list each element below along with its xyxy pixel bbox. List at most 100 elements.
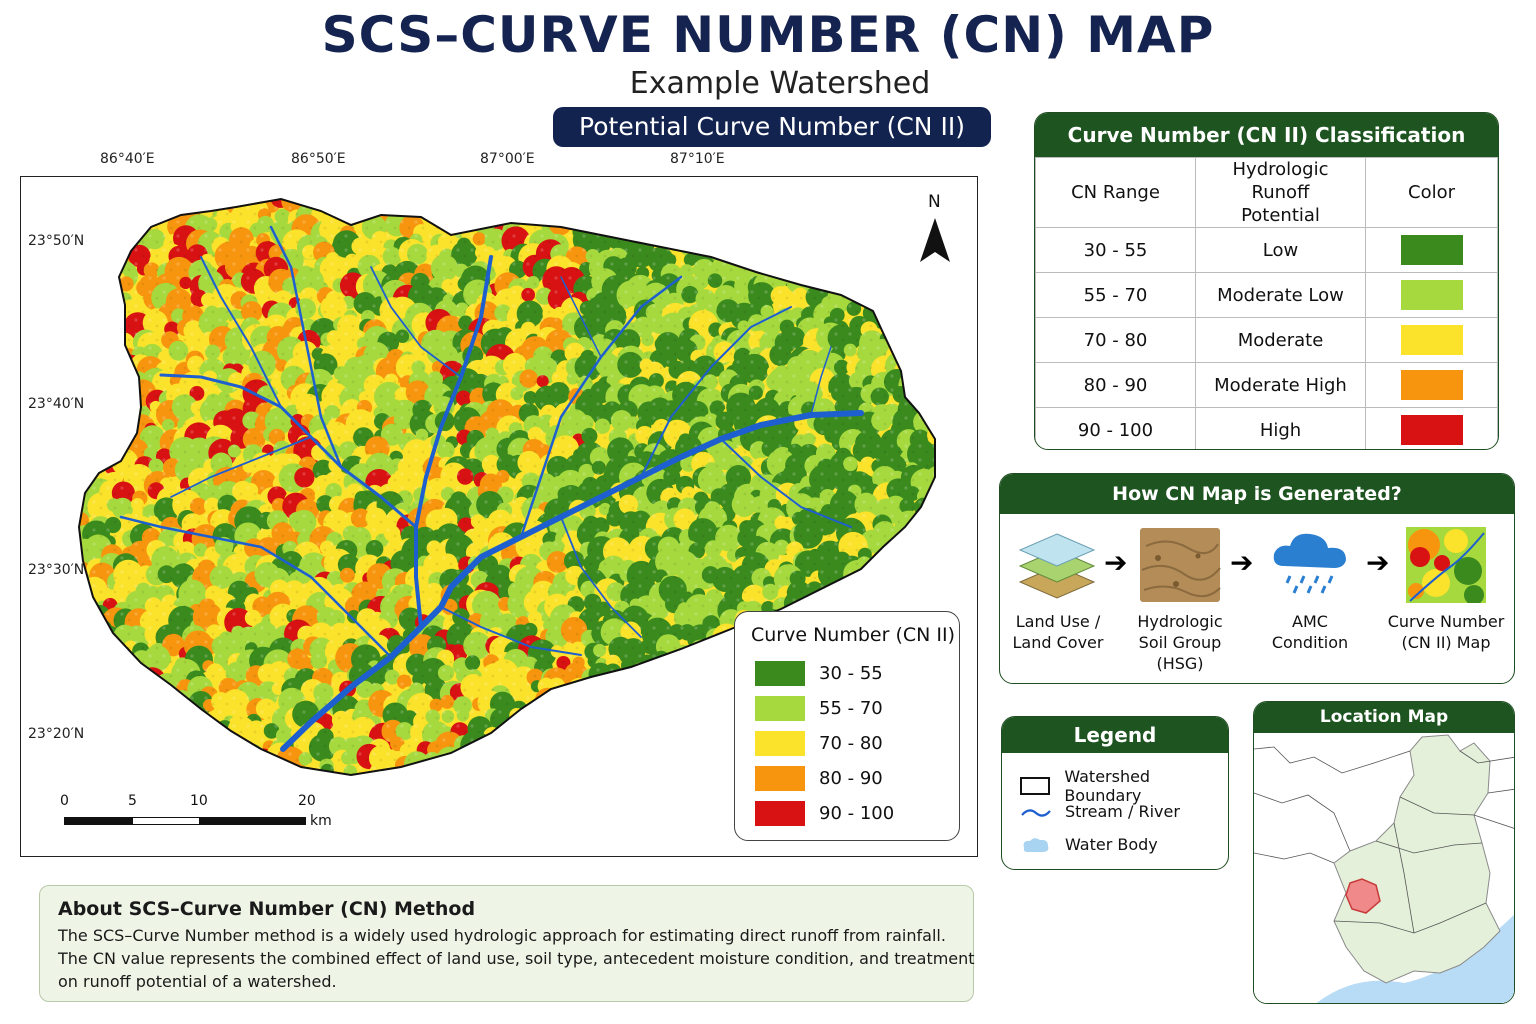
cn-patch: [294, 177, 319, 197]
boundary-symbol-icon: [1020, 777, 1051, 795]
cn-patch: [100, 742, 129, 771]
cn-patch: [79, 616, 101, 647]
cn-patch: [669, 224, 685, 239]
table-row: 80 - 90 Moderate High: [1035, 362, 1498, 408]
cn-patch: [456, 199, 471, 213]
cn-patch: [642, 773, 655, 775]
cn-patch: [529, 756, 560, 775]
cn-patch: [118, 199, 145, 216]
legend-label: 80 - 90: [819, 767, 883, 789]
cn-patch: [717, 199, 739, 208]
cn-patch: [649, 732, 674, 757]
cn-patch: [653, 753, 673, 773]
cn-patch: [120, 419, 135, 434]
cn-patch: [80, 674, 93, 687]
cn-patch: [79, 613, 95, 631]
cn-patch: [908, 341, 935, 368]
cn-patch: [849, 257, 880, 288]
cn-patch: [914, 536, 935, 563]
cn-patch: [911, 283, 935, 307]
color-swatch: [1400, 235, 1463, 265]
cn-patch: [103, 661, 133, 691]
about-panel: About SCS–Curve Number (CN) Method The S…: [39, 885, 975, 1002]
cn-patch: [134, 752, 157, 774]
cn-patch: [90, 290, 110, 310]
map-banner: Potential Curve Number (CN II): [553, 107, 991, 147]
cn-patch: [181, 721, 204, 744]
cn-patch: [335, 199, 365, 218]
cn-patch: [92, 360, 109, 377]
color-swatch: [1400, 325, 1463, 355]
cn-patch: [595, 199, 608, 205]
cn-patch: [113, 657, 133, 676]
cn-patch: [734, 202, 755, 223]
cn-patch: [79, 677, 93, 697]
generation-panel: How CN Map is Generated? ➔ ➔ ➔ Land Use …: [999, 473, 1515, 684]
cn-patch: [929, 580, 935, 598]
cn-patch: [657, 222, 670, 235]
cn-patch: [644, 199, 673, 206]
cn-patch: [881, 563, 908, 590]
cn-patch: [465, 199, 481, 205]
cn-patch: [157, 751, 185, 775]
longitude-label: 86°40′E: [100, 151, 155, 167]
cn-patch: [233, 752, 254, 774]
step-label-hsg: Hydrologic Soil Group (HSG): [1137, 612, 1223, 673]
cn-patch: [632, 199, 661, 202]
cn-patch: [585, 210, 599, 224]
cn-patch: [915, 360, 932, 377]
cn-patch: [91, 178, 108, 195]
cn-patch: [81, 713, 94, 727]
cn-patch: [648, 766, 675, 775]
cn-patch: [87, 741, 108, 762]
cn-patch: [575, 720, 595, 740]
cn-patch: [590, 733, 619, 761]
location-map[interactable]: [1254, 733, 1515, 1004]
cn-patch: [892, 234, 908, 250]
legend-item-boundary: Watershed Boundary: [1020, 767, 1228, 805]
cn-patch: [428, 202, 445, 218]
cn-patch: [813, 205, 836, 228]
cn-patch: [60, 465, 74, 479]
stream-symbol-icon: [1021, 808, 1051, 817]
cn-patch: [79, 638, 92, 657]
runoff-potential-cell: Moderate: [1195, 317, 1366, 363]
cn-patch: [64, 181, 78, 195]
cn-patch: [831, 199, 846, 208]
cn-patch: [585, 761, 612, 775]
cn-patch: [930, 411, 935, 429]
cn-patch: [690, 669, 715, 694]
cn-patch: [912, 322, 935, 353]
cn-patch: [559, 723, 584, 748]
cn-patch: [657, 761, 684, 775]
classification-panel: Curve Number (CN II) Classification CN R…: [1034, 112, 1499, 450]
cn-patch: [478, 201, 502, 225]
cn-patch: [102, 733, 122, 753]
cn-patch: [83, 647, 107, 671]
cn-patch: [107, 425, 125, 444]
runoff-potential-cell: Moderate Low: [1195, 272, 1366, 318]
cn-patch: [568, 707, 588, 728]
cn-patch: [101, 263, 122, 284]
table-header: Hydrologic Runoff Potential: [1195, 157, 1366, 228]
cn-patch: [538, 716, 563, 741]
cn-patch: [746, 199, 763, 214]
cn-patch: [159, 692, 179, 712]
soil-group-icon: [1140, 528, 1221, 602]
cn-patch: [915, 312, 935, 341]
cn-patch: [845, 231, 869, 255]
cn-patch: [912, 370, 931, 389]
cn-patch: [92, 769, 106, 775]
cn-patch: [126, 727, 147, 748]
cn-patch: [756, 211, 786, 240]
cn-patch: [128, 700, 157, 729]
cn-patch: [156, 711, 178, 734]
cn-patch: [924, 274, 935, 302]
cn-patch: [739, 239, 754, 253]
cn-patch: [608, 219, 622, 233]
cn-patch: [634, 739, 652, 757]
cn-patch: [101, 399, 126, 423]
cn-patch: [704, 177, 730, 199]
cn-patch: [549, 708, 564, 723]
cn-patch: [621, 676, 641, 696]
